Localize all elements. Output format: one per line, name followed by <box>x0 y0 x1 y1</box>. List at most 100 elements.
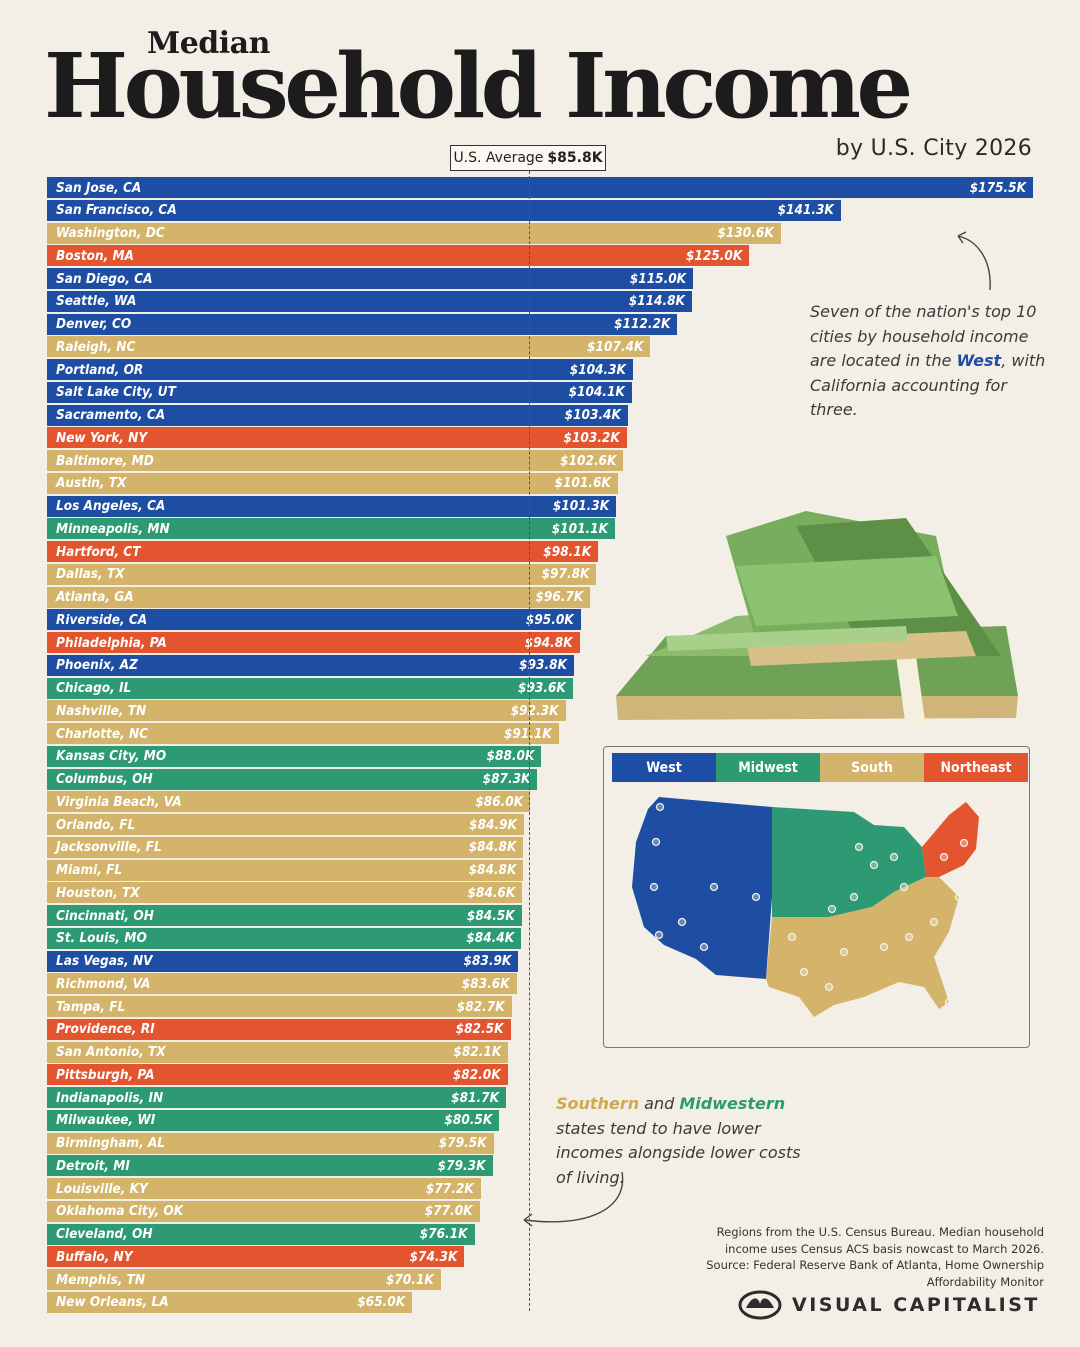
average-label-value: $85.8K <box>547 150 603 166</box>
bar-city-label: Kansas City, MO <box>56 748 167 765</box>
bar-value-label: $79.5K <box>438 1135 487 1151</box>
bar-city-label: Birmingham, AL <box>56 1135 166 1151</box>
bar-value-label: $65.0K <box>357 1294 406 1311</box>
bar: Denver, CO $112.2K <box>47 313 678 335</box>
bar-city-label: Seattle, WA <box>56 293 137 310</box>
source-note: Regions from the U.S. Census Bureau. Med… <box>706 1225 1044 1289</box>
bar-value-label: $84.9K <box>469 816 517 833</box>
bar: St. Louis, MO $84.4K <box>47 927 522 949</box>
bar-value-label: $104.3K <box>569 361 626 378</box>
legend-midwest: Midwest <box>716 753 820 782</box>
bar: Dallas, TX $97.8K <box>47 563 597 585</box>
bar-city-label: Providence, RI <box>56 1021 155 1038</box>
bar: San Antonio, TX $82.1K <box>47 1041 509 1063</box>
bar-city-label: Oklahoma City, OK <box>56 1203 184 1220</box>
bar: Raleigh, NC $107.4K <box>47 336 651 358</box>
bar: Miami, FL $84.8K <box>47 859 524 881</box>
bar-city-label: Boston, MA <box>56 247 134 264</box>
bar-value-label: $81.7K <box>451 1089 499 1106</box>
bar: Cincinnati, OH $84.5K <box>47 905 522 926</box>
bar-value-label: $94.8K <box>524 634 573 651</box>
bar-value-label: $92.3K <box>510 702 559 719</box>
bar-city-label: Charlotte, NC <box>56 725 149 742</box>
bar-city-label: Miami, FL <box>56 862 123 878</box>
bar-city-label: Indianapolis, IN <box>56 1089 164 1106</box>
bar-value-label: $125.0K <box>685 247 743 264</box>
bar-city-label: Virginia Beach, VA <box>56 793 182 810</box>
bar-city-label: Atlanta, GA <box>56 589 134 605</box>
bar-city-label: Pittsburgh, PA <box>56 1066 155 1083</box>
bar-city-label: Philadelphia, PA <box>56 634 167 651</box>
bar: Providence, RI $82.5K <box>47 1018 511 1040</box>
bar: Washington, DC $130.6K <box>47 222 781 244</box>
bar-value-label: $101.3K <box>552 498 610 514</box>
legend-west: West <box>612 753 716 782</box>
bar-city-label: Riverside, CA <box>56 611 148 628</box>
bar-city-label: Las Vegas, NV <box>56 953 153 969</box>
bar-value-label: $82.0K <box>452 1066 501 1083</box>
note2-highlight-midwest: Midwestern <box>679 1094 786 1113</box>
bar-value-label: $114.8K <box>628 293 685 310</box>
bar-city-label: San Francisco, CA <box>56 202 177 219</box>
bar-city-label: Cleveland, OH <box>56 1226 153 1242</box>
note1-highlight: West <box>956 351 1002 370</box>
average-reference-line <box>529 171 531 1311</box>
bar: Buffalo, NY $74.3K <box>47 1246 465 1268</box>
note1-arrow <box>957 231 991 291</box>
bar-city-label: New York, NY <box>56 429 148 446</box>
title-small: Median <box>147 26 270 61</box>
brand-name: VISUAL CAPITALIST <box>792 1294 1040 1316</box>
bar: Baltimore, MD $102.6K <box>47 450 624 471</box>
bar-value-label: $141.3K <box>777 202 834 219</box>
bar: San Francisco, CA $141.3K <box>47 199 841 221</box>
bar-value-label: $87.3K <box>482 771 531 787</box>
bar-city-label: Richmond, VA <box>56 975 151 992</box>
note2-highlight-south: Southern <box>556 1094 640 1113</box>
legend-south: South <box>820 753 924 782</box>
bar-city-label: Salt Lake City, UT <box>56 384 176 401</box>
bar: Memphis, TN $70.1K <box>47 1269 441 1290</box>
bar-city-label: Dallas, TX <box>56 566 125 583</box>
bar-value-label: $101.1K <box>551 520 608 537</box>
bar-value-label: $175.5K <box>969 179 1026 196</box>
bar: Chicago, IL $93.6K <box>47 677 573 699</box>
bar-city-label: Washington, DC <box>56 225 165 241</box>
bar: Birmingham, AL $79.5K <box>47 1132 494 1154</box>
bar-city-label: Buffalo, NY <box>56 1248 133 1265</box>
region-map-panel: West Midwest South Northeast <box>603 746 1030 1048</box>
bar: San Diego, CA $115.0K <box>47 268 694 289</box>
note2-text-b: states tend to have lower incomes alongs… <box>556 1118 801 1187</box>
bar: Minneapolis, MN $101.1K <box>47 518 615 540</box>
bar: Portland, OR $104.3K <box>47 359 633 380</box>
bar: Los Angeles, CA $101.3K <box>47 495 617 517</box>
bar-city-label: Los Angeles, CA <box>56 498 166 514</box>
bar-city-label: Raleigh, NC <box>56 338 136 355</box>
bar: Cleveland, OH $76.1K <box>47 1223 475 1245</box>
bar-value-label: $79.3K <box>437 1157 486 1174</box>
bar-value-label: $97.8K <box>541 566 590 583</box>
bar: Kansas City, MO $88.0K <box>47 745 542 767</box>
bar: Orlando, FL $84.9K <box>47 814 524 835</box>
us-region-map <box>632 797 989 1017</box>
bar-city-label: St. Louis, MO <box>56 930 147 947</box>
bar-value-label: $70.1K <box>385 1271 434 1288</box>
bar: Houston, TX $84.6K <box>47 882 523 904</box>
bar-city-label: Jacksonville, FL <box>56 839 162 856</box>
bar: Indianapolis, IN $81.7K <box>47 1087 506 1108</box>
bar: Oklahoma City, OK $77.0K <box>47 1200 480 1222</box>
bar-city-label: Hartford, CT <box>56 543 141 560</box>
bar-value-label: $84.4K <box>466 930 515 947</box>
bar-value-label: $98.1K <box>543 543 592 560</box>
note-south-midwest: Southern and Midwestern states tend to h… <box>556 1092 806 1190</box>
bar-city-label: Portland, OR <box>56 361 144 378</box>
bar: Hartford, CT $98.1K <box>47 541 599 562</box>
bar-city-label: San Diego, CA <box>56 270 153 287</box>
bar: Nashville, TN $92.3K <box>47 700 566 722</box>
average-label: U.S. Average $85.8K <box>450 145 606 171</box>
bar-city-label: Cincinnati, OH <box>56 907 154 924</box>
bar: Philadelphia, PA $94.8K <box>47 632 580 653</box>
bar: New York, NY $103.2K <box>47 427 627 449</box>
bar-city-label: Memphis, TN <box>56 1271 146 1288</box>
bar-value-label: $84.8K <box>468 862 517 878</box>
bar: Jacksonville, FL $84.8K <box>47 836 524 858</box>
